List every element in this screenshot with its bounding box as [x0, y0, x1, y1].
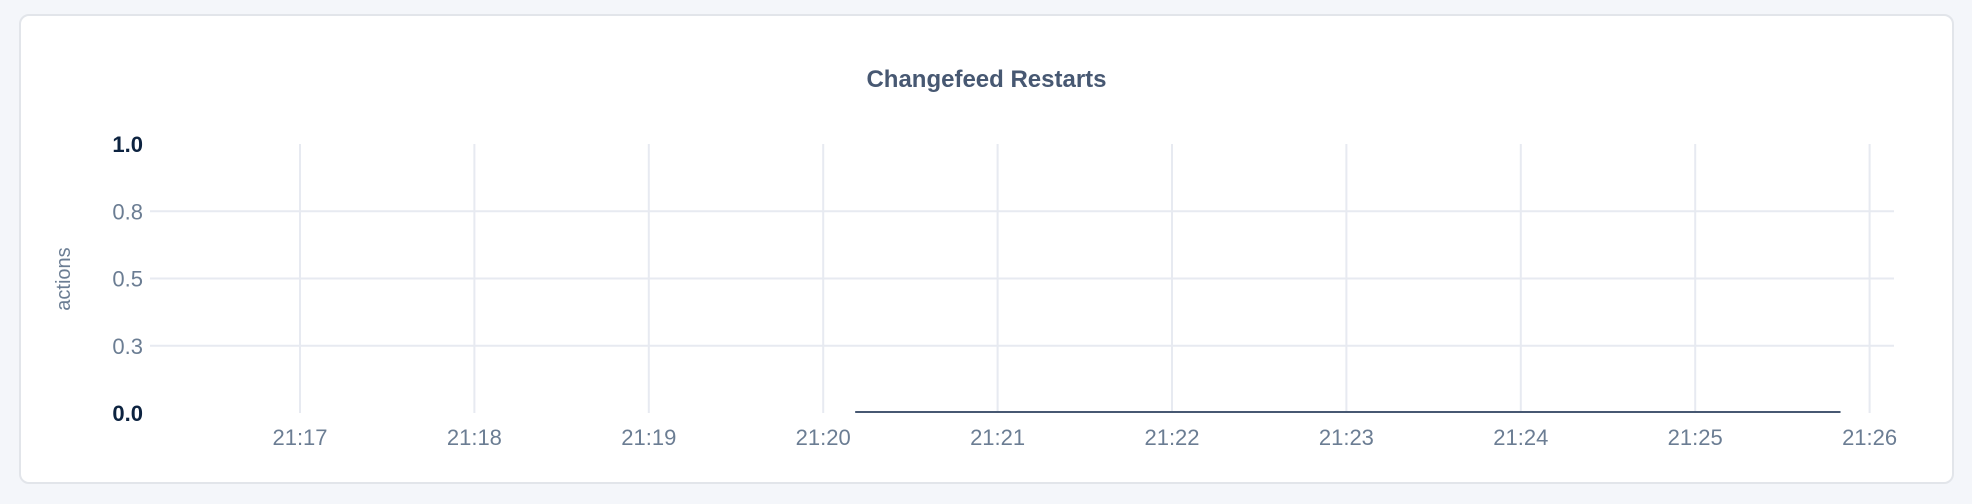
x-tick-label: 21:22 [1144, 425, 1199, 450]
x-tick-label: 21:17 [272, 425, 327, 450]
chart-title: Changefeed Restarts [866, 66, 1107, 93]
x-tick-label: 21:18 [447, 425, 502, 450]
y-axis-label: actions [53, 247, 75, 310]
y-tick-label: 0.0 [112, 401, 143, 426]
y-tick-label: 0.8 [112, 199, 143, 224]
x-tick-label: 21:26 [1842, 425, 1897, 450]
y-tick-label: 0.5 [112, 267, 143, 292]
y-tick-label: 1.0 [112, 132, 143, 157]
x-tick-label: 21:24 [1493, 425, 1548, 450]
chart-card: Changefeed Restarts [19, 14, 1954, 484]
x-tick-label: 21:21 [970, 425, 1025, 450]
x-tick-label: 21:25 [1668, 425, 1723, 450]
x-tick-label: 21:23 [1319, 425, 1374, 450]
x-tick-label: 21:19 [621, 425, 676, 450]
y-tick-label: 0.3 [112, 334, 143, 359]
x-tick-label: 21:20 [796, 425, 851, 450]
